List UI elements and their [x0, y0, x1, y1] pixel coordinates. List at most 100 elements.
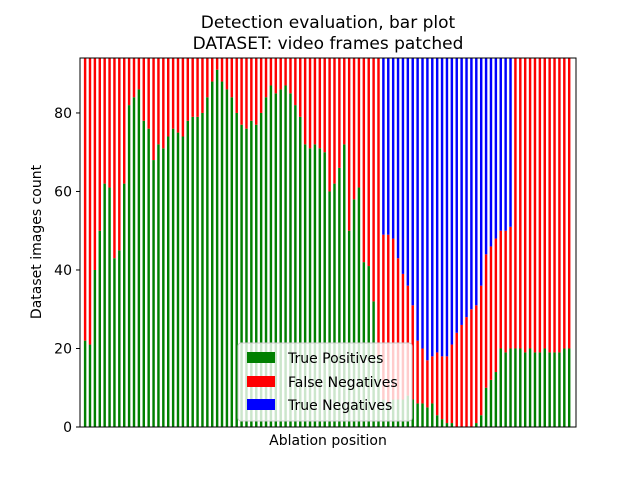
bar-true-positives-5	[103, 183, 106, 427]
bar-true-positives-45	[299, 116, 302, 427]
bar-true-positives-16	[157, 144, 160, 428]
bar-true-positives-68	[411, 399, 414, 427]
axes-frame	[79, 57, 577, 428]
bar-true-positives-88	[509, 348, 512, 427]
bar-false-negatives-74	[440, 356, 444, 420]
bar-false-negatives-22	[186, 58, 190, 121]
bar-true-negatives-87	[504, 58, 507, 231]
bar-true-negatives-88	[509, 58, 512, 227]
bar-false-negatives-99	[563, 58, 566, 349]
bar-true-positives-53	[338, 167, 341, 427]
bar-true-positives-94	[538, 352, 542, 427]
bar-false-negatives-11	[132, 58, 136, 98]
bar-true-positives-69	[416, 403, 419, 427]
bar-false-negatives-66	[401, 273, 405, 400]
bar-true-negatives-66	[401, 58, 405, 274]
bar-false-negatives-38	[264, 58, 268, 98]
bar-true-positives-36	[255, 124, 258, 427]
bar-true-positives-20	[176, 132, 180, 427]
bar-true-positives-72	[431, 403, 434, 427]
bar-true-positives-22	[186, 120, 190, 427]
bar-false-negatives-46	[303, 58, 307, 145]
bar-true-positives-24	[196, 116, 199, 427]
bar-false-negatives-5	[103, 58, 106, 184]
bar-true-positives-41	[279, 89, 282, 428]
bar-true-negatives-79	[465, 58, 468, 318]
bar-false-negatives-56	[352, 58, 356, 200]
bar-false-negatives-41	[279, 58, 282, 90]
bar-true-negatives-72	[431, 58, 434, 357]
bar-false-negatives-75	[445, 356, 449, 424]
bar-false-negatives-81	[475, 305, 478, 424]
bar-false-negatives-52	[333, 58, 336, 184]
legend-label-true-negatives: True Negatives	[287, 398, 392, 414]
bar-false-negatives-48	[313, 58, 317, 145]
bar-false-negatives-29	[220, 58, 224, 82]
bar-true-negatives-80	[470, 58, 473, 310]
bar-true-negatives-81	[475, 58, 478, 306]
bar-false-negatives-78	[460, 324, 463, 427]
bar-false-negatives-10	[127, 58, 131, 106]
bar-true-negatives-84	[489, 58, 493, 247]
bar-false-negatives-59	[367, 58, 370, 267]
bar-true-positives-91	[523, 352, 527, 427]
bar-true-positives-75	[445, 423, 449, 427]
bar-false-negatives-94	[538, 58, 542, 353]
bar-true-positives-26	[206, 97, 209, 427]
bar-false-negatives-80	[470, 309, 473, 427]
bar-false-negatives-95	[543, 58, 546, 349]
bar-true-positives-14	[147, 128, 150, 427]
bar-false-negatives-91	[523, 58, 527, 353]
bar-false-negatives-20	[176, 58, 180, 133]
bar-false-negatives-83	[484, 254, 488, 388]
bar-false-negatives-85	[494, 238, 498, 373]
bar-true-positives-18	[167, 136, 170, 427]
bar-false-negatives-40	[274, 58, 278, 94]
bar-true-positives-49	[318, 148, 322, 428]
bar-false-negatives-13	[142, 58, 145, 121]
y-tick-label-60: 60	[54, 184, 72, 200]
y-axis-ticks: 0 20 40 60 80	[54, 106, 80, 436]
bar-false-negatives-69	[416, 340, 419, 404]
bar-false-negatives-98	[558, 58, 561, 353]
bar-false-negatives-68	[411, 305, 414, 400]
bar-false-negatives-58	[362, 58, 366, 263]
legend-frame	[237, 342, 413, 422]
bar-true-positives-48	[313, 144, 317, 428]
bar-true-positives-44	[294, 105, 297, 428]
bar-true-positives-27	[211, 81, 214, 428]
bar-true-positives-81	[475, 423, 478, 427]
bar-true-positives-29	[220, 81, 224, 428]
bar-true-positives-55	[347, 230, 351, 427]
bar-true-positives-17	[162, 148, 165, 428]
bar-true-negatives-63	[387, 58, 390, 235]
bar-false-negatives-4	[98, 58, 101, 231]
bar-true-negatives-67	[406, 58, 410, 286]
bar-false-negatives-15	[152, 58, 155, 161]
bar-false-negatives-39	[269, 58, 273, 86]
bar-true-negatives-83	[484, 58, 488, 255]
legend-swatch-true-negatives	[247, 399, 275, 410]
bar-true-positives-86	[499, 348, 502, 427]
y-tick-label-0: 0	[63, 420, 72, 436]
bar-true-positives-4	[98, 230, 101, 427]
bar-false-negatives-84	[489, 246, 493, 380]
bar-true-negatives-78	[460, 58, 463, 325]
bar-true-positives-38	[264, 97, 268, 427]
bar-false-negatives-93	[533, 58, 537, 353]
bar-true-positives-2	[88, 344, 92, 427]
bar-false-negatives-3	[93, 58, 97, 270]
bar-true-positives-96	[548, 352, 551, 427]
bar-true-negatives-71	[426, 58, 429, 361]
bar-false-negatives-100	[567, 58, 571, 349]
bar-true-negatives-85	[494, 58, 498, 239]
bar-true-positives-8	[118, 250, 121, 427]
bar-true-positives-43	[289, 93, 292, 427]
bar-false-negatives-12	[137, 58, 141, 90]
bar-false-negatives-16	[157, 58, 160, 145]
bar-false-negatives-42	[284, 58, 287, 86]
bar-false-negatives-31	[230, 58, 234, 98]
bar-false-negatives-36	[255, 58, 258, 125]
bar-false-negatives-62	[382, 234, 385, 400]
